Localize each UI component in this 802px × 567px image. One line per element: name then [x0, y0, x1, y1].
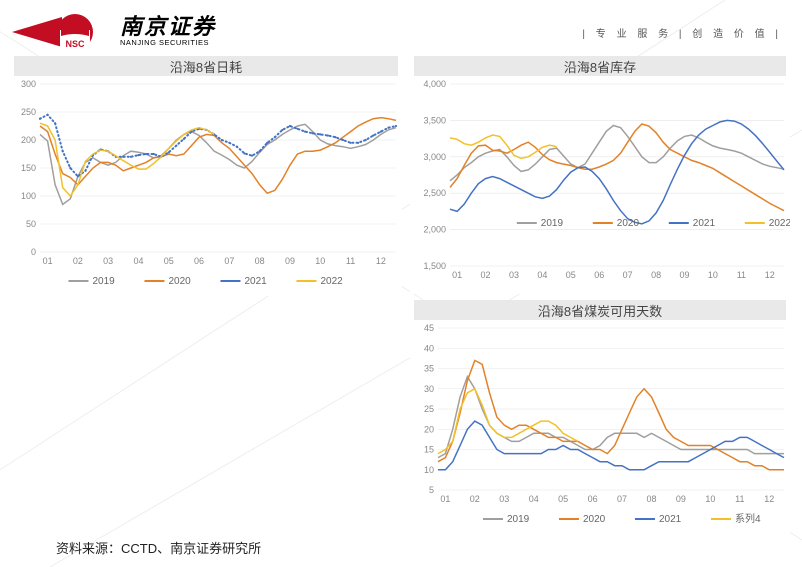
header-slogan: | 专 业 服 务 | 创 造 价 值 |	[582, 25, 782, 40]
svg-text:03: 03	[499, 494, 509, 504]
svg-text:10: 10	[705, 494, 715, 504]
svg-text:08: 08	[651, 270, 661, 280]
svg-text:35: 35	[424, 364, 434, 374]
svg-text:15: 15	[424, 445, 434, 455]
svg-text:11: 11	[735, 494, 744, 504]
header: NSC 南京证券 NANJING SECURITIES | 专 业 服 务 | …	[0, 0, 802, 58]
svg-text:2022: 2022	[320, 276, 343, 287]
svg-text:2,500: 2,500	[423, 188, 446, 198]
data-source-label: 资料来源：CCTD、南京证券研究所	[56, 538, 261, 557]
svg-text:4,000: 4,000	[423, 79, 446, 89]
svg-text:12: 12	[376, 256, 386, 266]
svg-text:05: 05	[558, 494, 568, 504]
svg-text:10: 10	[315, 256, 325, 266]
svg-text:02: 02	[470, 494, 480, 504]
svg-text:2020: 2020	[617, 218, 640, 229]
svg-text:3,500: 3,500	[423, 115, 446, 125]
chart1-title: 沿海8省日耗	[14, 56, 398, 76]
svg-text:250: 250	[21, 107, 36, 117]
svg-text:08: 08	[646, 494, 656, 504]
svg-text:06: 06	[194, 256, 204, 266]
svg-text:02: 02	[73, 256, 83, 266]
svg-text:09: 09	[680, 270, 690, 280]
svg-text:11: 11	[737, 270, 746, 280]
svg-text:01: 01	[43, 256, 53, 266]
svg-text:10: 10	[708, 270, 718, 280]
svg-text:07: 07	[224, 256, 234, 266]
charts-grid: 沿海8省日耗 050100150200250300010203040506070…	[0, 56, 792, 537]
svg-text:2,000: 2,000	[423, 225, 446, 235]
svg-text:2021: 2021	[659, 514, 682, 525]
svg-text:50: 50	[26, 219, 36, 229]
svg-text:12: 12	[764, 494, 774, 504]
svg-text:3,000: 3,000	[423, 152, 446, 162]
svg-text:04: 04	[133, 256, 143, 266]
svg-text:05: 05	[164, 256, 174, 266]
svg-text:07: 07	[623, 270, 633, 280]
svg-text:01: 01	[452, 270, 462, 280]
chart2-title: 沿海8省库存	[414, 56, 786, 76]
svg-text:2019: 2019	[541, 218, 564, 229]
svg-text:05: 05	[566, 270, 576, 280]
svg-text:09: 09	[676, 494, 686, 504]
svg-text:20: 20	[424, 424, 434, 434]
chart3-title: 沿海8省煤炭可用天数	[414, 300, 786, 320]
svg-text:NSC: NSC	[65, 39, 85, 49]
svg-text:06: 06	[594, 270, 604, 280]
svg-text:10: 10	[424, 465, 434, 475]
svg-text:200: 200	[21, 135, 36, 145]
svg-text:0: 0	[31, 247, 36, 257]
svg-text:2019: 2019	[92, 276, 115, 287]
svg-text:2019: 2019	[507, 514, 530, 525]
svg-text:150: 150	[21, 163, 36, 173]
svg-text:06: 06	[588, 494, 598, 504]
svg-text:100: 100	[21, 191, 36, 201]
svg-text:2020: 2020	[583, 514, 606, 525]
chart-daily-consumption: 沿海8省日耗 0 50 100 150 200 250 300 01 02 03 04 05 06 07 0…	[10, 56, 402, 296]
svg-text:03: 03	[103, 256, 113, 266]
nsc-logo-icon: NSC	[12, 12, 122, 52]
svg-text:11: 11	[346, 256, 355, 266]
logo-block: NSC 南京证券 NANJING SECURITIES	[12, 12, 216, 52]
svg-text:30: 30	[424, 384, 434, 394]
svg-text:04: 04	[529, 494, 539, 504]
logo-cn-text: 南京证券	[120, 16, 216, 38]
svg-text:5: 5	[429, 485, 434, 495]
logo-en-text: NANJING SECURITIES	[120, 38, 216, 48]
svg-text:1,500: 1,500	[423, 261, 446, 271]
svg-text:2022: 2022	[769, 218, 790, 229]
svg-text:04: 04	[537, 270, 547, 280]
svg-text:系列4: 系列4	[735, 512, 761, 525]
svg-text:25: 25	[424, 404, 434, 414]
svg-text:03: 03	[509, 270, 519, 280]
svg-text:12: 12	[765, 270, 775, 280]
chart-days-available: 沿海8省煤炭可用天数 5 10 15 20 25 30 35 40 45 01 02 03 04 05 06…	[410, 300, 790, 534]
svg-text:01: 01	[440, 494, 450, 504]
chart-inventory: 沿海8省库存 1,500 2,000 2,500 3,000 3,500 4,000 01 0…	[410, 56, 790, 294]
svg-text:300: 300	[21, 79, 36, 89]
svg-text:2021: 2021	[693, 218, 716, 229]
svg-text:2021: 2021	[244, 276, 267, 287]
svg-text:40: 40	[424, 343, 434, 353]
svg-text:2020: 2020	[168, 276, 191, 287]
svg-text:09: 09	[285, 256, 295, 266]
svg-text:02: 02	[481, 270, 491, 280]
svg-text:08: 08	[255, 256, 265, 266]
svg-text:45: 45	[424, 323, 434, 333]
svg-text:07: 07	[617, 494, 627, 504]
